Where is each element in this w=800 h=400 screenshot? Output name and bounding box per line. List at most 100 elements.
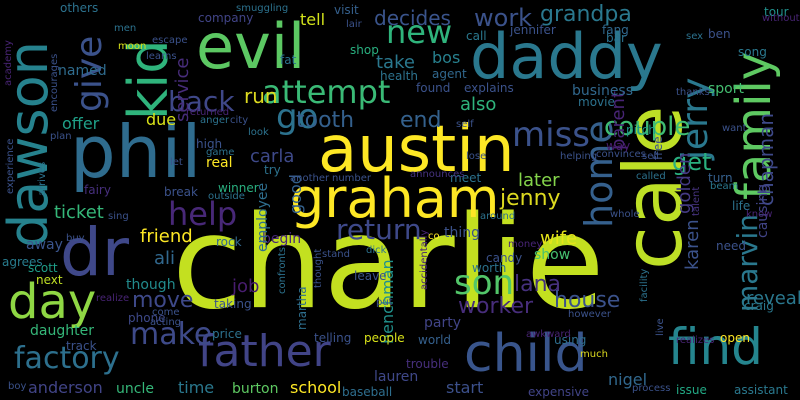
word: realize <box>96 293 130 304</box>
word: lose <box>466 151 487 162</box>
word: fairy <box>84 183 111 197</box>
word: carla <box>250 146 295 167</box>
word: price <box>212 327 242 341</box>
word: world <box>418 333 452 347</box>
word: people <box>364 331 405 345</box>
word: number <box>332 173 372 184</box>
word: offer <box>62 114 100 133</box>
word: anderson <box>28 378 103 397</box>
word: day <box>8 274 97 330</box>
word: tooth <box>296 108 355 133</box>
word: next <box>36 273 63 287</box>
word: party <box>424 315 461 331</box>
word: reveals <box>746 288 800 309</box>
word: learns <box>146 51 177 62</box>
word: house <box>554 288 621 313</box>
word: men <box>114 23 137 34</box>
word: returned <box>186 107 230 118</box>
word: end <box>400 108 442 133</box>
word: plan <box>50 131 72 142</box>
word: winner <box>218 181 259 195</box>
word: make <box>130 317 213 352</box>
word: know <box>746 209 773 220</box>
word: ben <box>708 27 731 41</box>
word: health <box>380 69 418 83</box>
word: rock <box>216 235 242 249</box>
word: song <box>738 45 767 59</box>
word: self <box>456 119 474 130</box>
word: phil <box>70 110 202 194</box>
word: open <box>720 331 750 345</box>
word: show <box>534 247 571 263</box>
word: city <box>230 115 249 126</box>
word: escape <box>152 35 188 46</box>
word: another <box>290 173 330 184</box>
word: craig <box>744 299 774 313</box>
word: austin <box>318 113 515 187</box>
word: pitch <box>626 123 656 137</box>
word: sport <box>708 81 744 97</box>
word: job <box>232 276 260 297</box>
word: school <box>290 378 342 397</box>
word: move <box>132 288 194 313</box>
word: life <box>732 199 751 213</box>
word: try <box>264 163 281 177</box>
word: smuggling <box>236 3 289 14</box>
word: sell <box>642 151 659 162</box>
word: around <box>480 211 516 222</box>
word: graham <box>290 167 500 230</box>
word: experience <box>5 138 16 194</box>
word: shop <box>350 43 379 57</box>
word: put <box>376 297 393 308</box>
word: baseball <box>342 385 393 399</box>
word: miss <box>512 115 590 155</box>
word: father <box>198 326 331 377</box>
word: anger <box>200 115 230 126</box>
word: child <box>464 324 588 384</box>
word: couple <box>604 112 691 142</box>
word: thanks <box>676 87 710 98</box>
word: phone <box>128 311 166 325</box>
word: candy <box>486 251 523 265</box>
word: run <box>244 84 278 108</box>
word: called <box>636 171 666 182</box>
word: let <box>170 157 183 168</box>
word: ticket <box>54 202 104 223</box>
word: look <box>248 127 269 138</box>
word: grandpa <box>540 2 632 27</box>
word: due <box>146 110 177 129</box>
word: lair <box>346 19 362 30</box>
word: academy <box>3 40 14 86</box>
word: much <box>580 349 608 360</box>
word: martha <box>295 286 309 330</box>
word: fat <box>280 53 297 67</box>
word: outside <box>208 191 245 202</box>
word: whole <box>610 209 640 220</box>
word: expensive <box>528 385 589 399</box>
word: worker <box>458 294 534 319</box>
word: burton <box>232 381 279 397</box>
word: announces <box>410 169 465 180</box>
word: daddy <box>470 20 663 93</box>
word: realizes <box>676 335 715 346</box>
word: business <box>572 83 634 99</box>
word: jennifer <box>510 23 556 37</box>
word: found <box>416 81 451 95</box>
word: lana <box>514 272 562 297</box>
word: using <box>554 333 587 347</box>
word: fang <box>602 23 629 37</box>
word: assistant <box>734 383 788 397</box>
word: dr <box>60 214 130 291</box>
word: jenny <box>500 186 561 211</box>
word: though <box>126 277 176 293</box>
word: confronts <box>277 247 288 294</box>
word: acting <box>150 317 182 328</box>
word: work <box>474 4 533 32</box>
word: find <box>668 318 763 376</box>
word: call <box>466 29 487 43</box>
word: later <box>518 170 560 191</box>
word: co <box>428 231 440 242</box>
word: company <box>198 11 254 25</box>
word: awkward <box>526 329 571 340</box>
word: convinces <box>596 149 646 160</box>
